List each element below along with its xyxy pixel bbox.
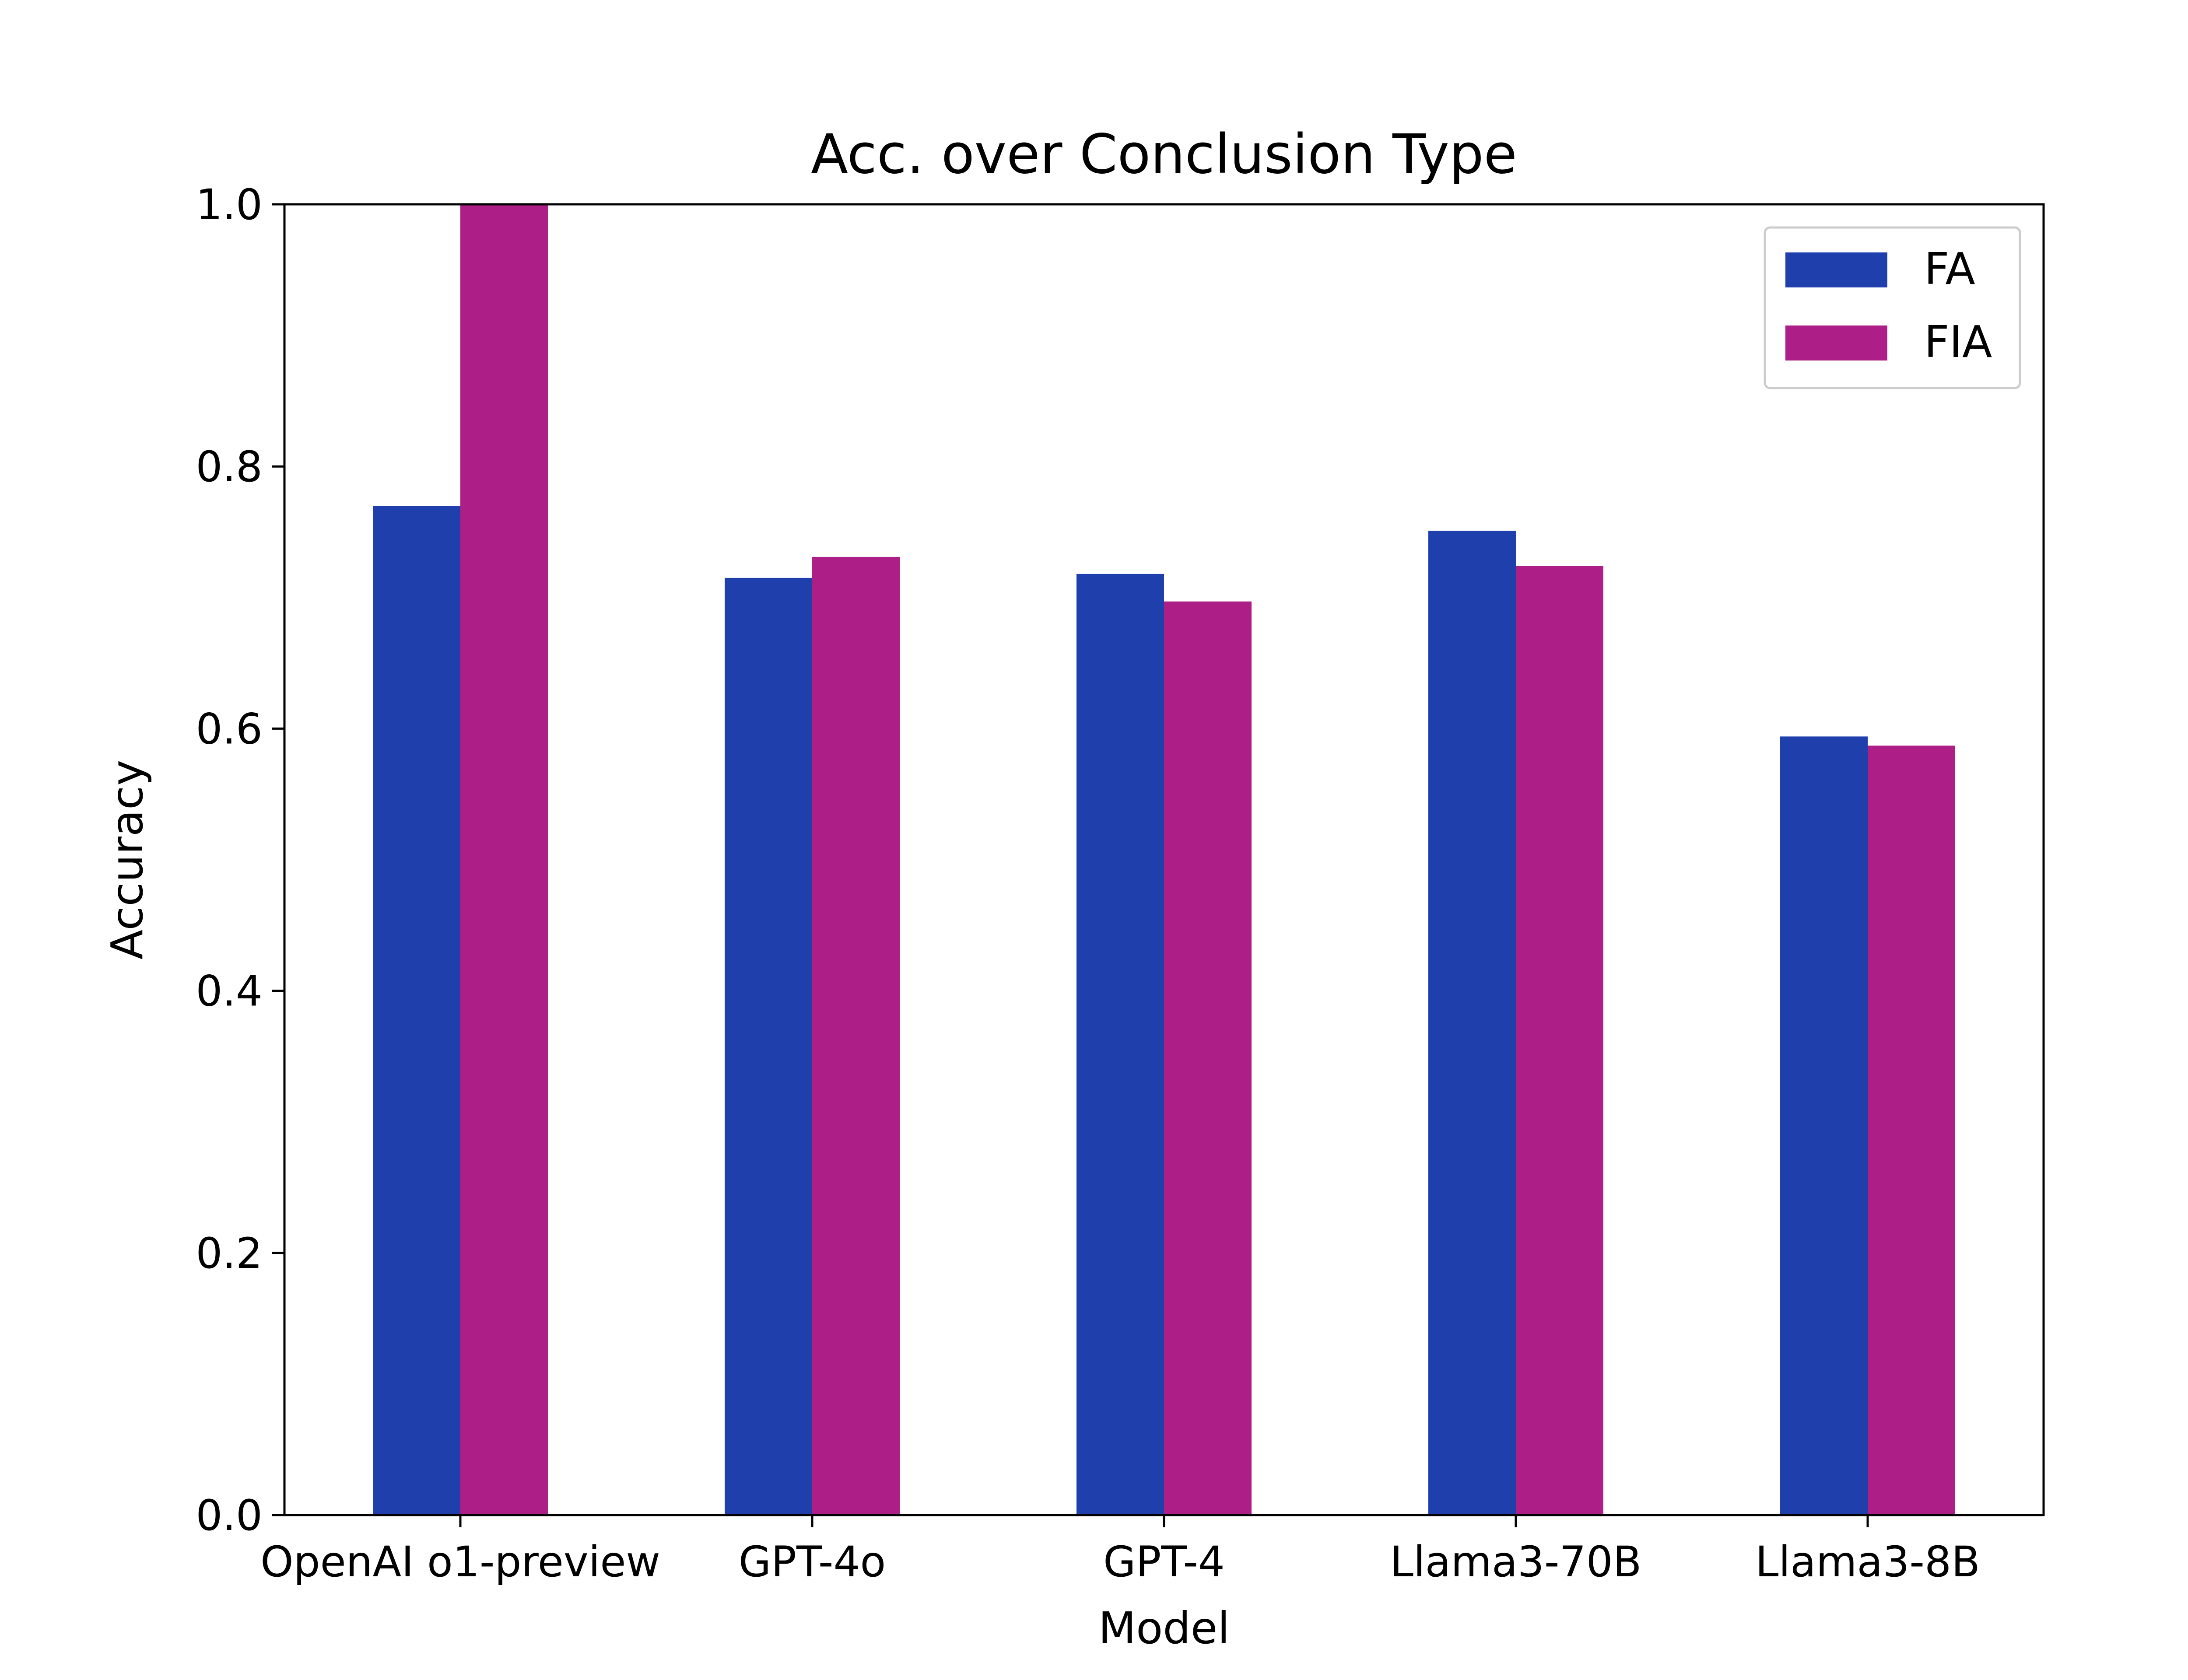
legend-label-fia: FIA [1924, 316, 1992, 368]
bar-fia-2 [1164, 601, 1252, 1515]
bar-fa-3 [1428, 531, 1516, 1516]
bar-fa-2 [1076, 574, 1164, 1515]
y-tick-label: 0.4 [196, 967, 263, 1016]
y-tick-label: 0.8 [196, 442, 263, 491]
legend-swatch-fa [1785, 252, 1887, 287]
bar-fia-3 [1516, 566, 1603, 1515]
x-tick-label: GPT-4o [739, 1537, 886, 1586]
legend-swatch-fia [1785, 326, 1887, 360]
x-tick-label: Llama3-8B [1755, 1537, 1980, 1586]
x-tick-label: Llama3-70B [1390, 1537, 1641, 1586]
x-axis-label: Model [1098, 1603, 1230, 1654]
legend-label-fa: FA [1924, 243, 1975, 294]
bar-fia-1 [812, 556, 900, 1516]
y-axis: 0.0 0.2 0.4 0.6 0.8 1.0 [196, 180, 284, 1540]
bar-fa-1 [725, 578, 812, 1516]
bars-layer [373, 204, 1955, 1516]
x-tick-label: GPT-4 [1103, 1537, 1225, 1586]
bar-fia-0 [460, 204, 548, 1515]
y-tick-label: 1.0 [196, 180, 263, 229]
chart-title: Acc. over Conclusion Type [811, 123, 1517, 186]
y-tick-label: 0.6 [196, 704, 263, 753]
y-tick-label: 0.2 [196, 1229, 263, 1278]
bar-fa-4 [1780, 736, 1868, 1515]
legend: FA FIA [1764, 226, 2021, 389]
bar-fia-4 [1868, 746, 1955, 1515]
y-tick-label: 0.0 [196, 1491, 263, 1540]
x-axis: OpenAI o1-preview GPT-4o GPT-4 Llama3-70B Ll… [260, 1515, 1980, 1586]
y-axis-label: Accuracy [102, 760, 153, 960]
bar-fa-0 [373, 506, 460, 1515]
x-tick-label: OpenAI o1-preview [260, 1537, 660, 1586]
